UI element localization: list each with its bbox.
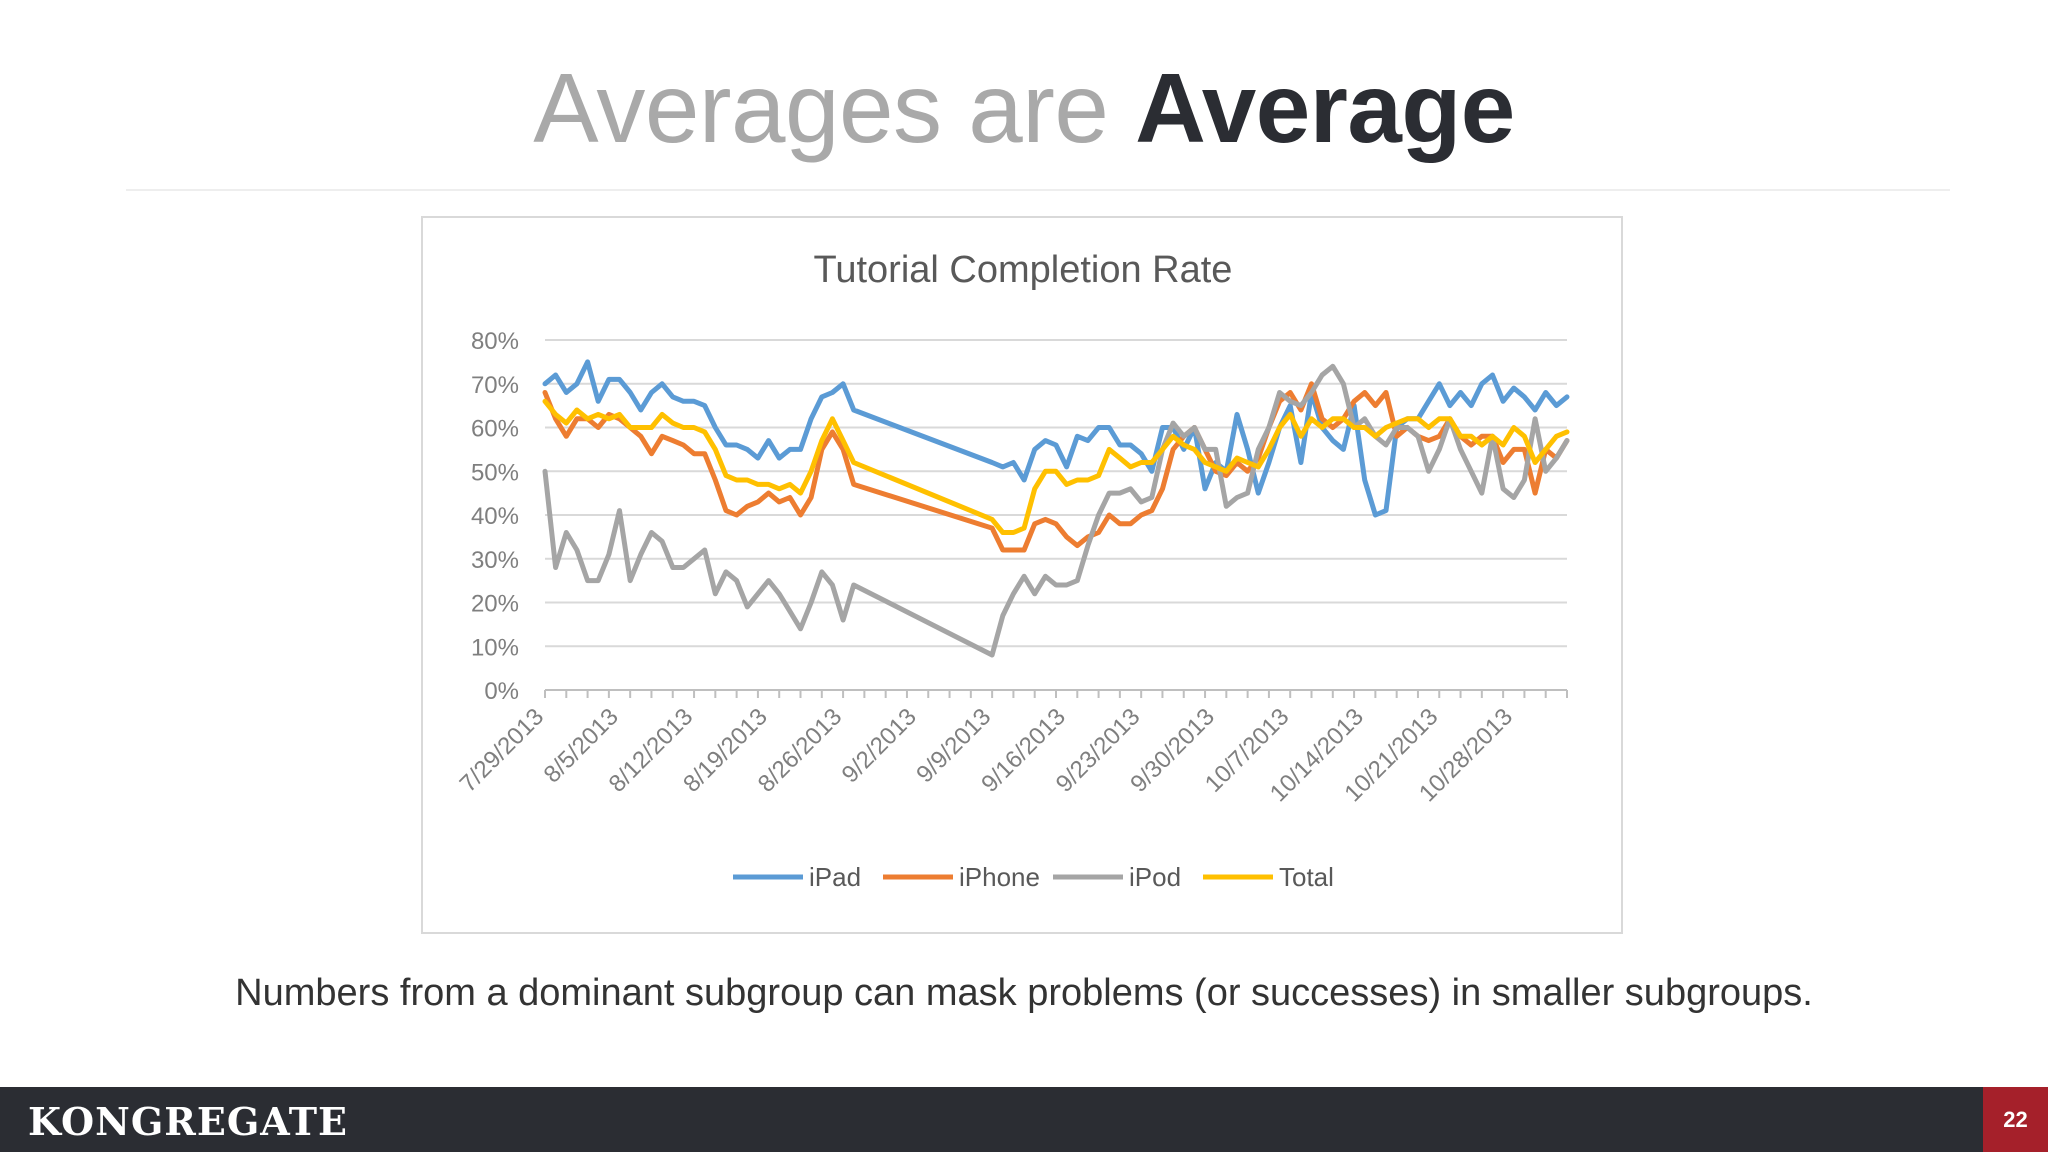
chart-frame: Tutorial Completion Rate 0% 10% 20% 30% 40% 5… <box>421 216 1623 934</box>
series-line-ipad <box>542 359 1570 518</box>
y-tick-label: 50% <box>471 459 519 486</box>
legend-label-ipod: iPod <box>1129 862 1181 892</box>
legend-label-ipad: iPad <box>809 862 861 892</box>
y-tick-label: 20% <box>471 591 519 618</box>
kongregate-logo[interactable]: KONGREGATE <box>28 1099 348 1144</box>
series-line-total <box>542 398 1570 535</box>
y-tick-label: 80% <box>471 328 519 355</box>
y-tick-label: 30% <box>471 547 519 574</box>
y-tick-label: 0% <box>484 678 519 705</box>
series-line-ipod <box>542 363 1570 658</box>
legend-label-total: Total <box>1279 862 1334 892</box>
y-tick-label: 40% <box>471 503 519 530</box>
y-tick-label: 60% <box>471 416 519 443</box>
legend-label-iphone: iPhone <box>959 862 1040 892</box>
chart-title: Tutorial Completion Rate <box>814 249 1233 291</box>
line-chart: Tutorial Completion Rate 0% 10% 20% 30% 40% 5… <box>455 249 1570 892</box>
footer-bar: KONGREGATE 22 <box>0 1087 2048 1152</box>
slide-title-bold: Average <box>1135 53 1515 163</box>
slide-caption: Numbers from a dominant subgroup can mas… <box>235 972 1813 1014</box>
series-line-iphone <box>542 381 1570 553</box>
slide-title: Averages are Average <box>0 48 2048 168</box>
y-tick-label: 70% <box>471 372 519 399</box>
y-tick-label: 10% <box>471 634 519 661</box>
title-divider <box>126 189 1950 191</box>
page-number-badge: 22 <box>1983 1087 2048 1152</box>
x-tick-label: 7/29/2013 <box>455 703 550 798</box>
x-tick-label: 9/2/2013 <box>837 703 922 788</box>
slide-title-light: Averages are <box>533 53 1109 163</box>
